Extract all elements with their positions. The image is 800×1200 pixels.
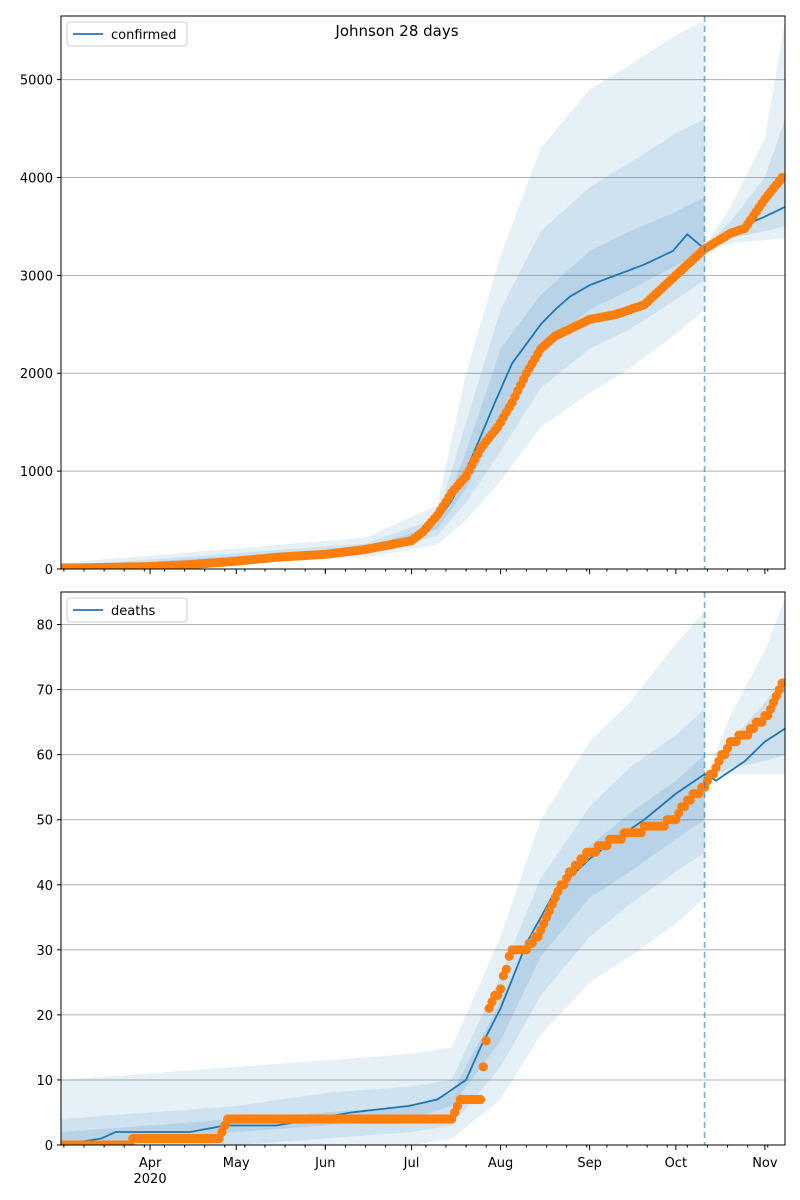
deaths-forecast-band-outer bbox=[704, 598, 785, 781]
deaths-plot-frame bbox=[60, 591, 786, 1146]
xtick-label-jul: Jul bbox=[403, 1156, 420, 1171]
confirmed-ytick-label: 3000 bbox=[20, 269, 53, 284]
deaths-legend: deaths bbox=[66, 597, 188, 623]
xtick-label-may: May bbox=[223, 1156, 250, 1171]
xtick-label-jun: Jun bbox=[314, 1156, 335, 1171]
xtick-year-label: 2020 bbox=[134, 1172, 167, 1187]
confirmed-band-inner bbox=[61, 197, 705, 569]
xtick-label-aug: Aug bbox=[488, 1156, 513, 1171]
confirmed-panel: 0 1000 2000 3000 4000 5000 confirmed bbox=[20, 15, 786, 578]
deaths-ytick-label: 10 bbox=[36, 1074, 53, 1089]
deaths-observed-point bbox=[777, 678, 785, 688]
confirmed-legend-box bbox=[66, 21, 188, 47]
confirmed-ytick-label: 4000 bbox=[20, 171, 53, 186]
deaths-ytick-label: 0 bbox=[45, 1139, 53, 1154]
deaths-observed-point bbox=[475, 1094, 486, 1105]
deaths-observed-point bbox=[478, 1062, 488, 1072]
xtick-label-sep: Sep bbox=[577, 1156, 602, 1171]
confirmed-plot-area bbox=[61, 20, 785, 569]
confirmed-legend: confirmed bbox=[66, 21, 188, 47]
deaths-ytick-label: 60 bbox=[36, 749, 53, 764]
deaths-plot-area bbox=[61, 598, 785, 1145]
deaths-ytick-label: 40 bbox=[36, 879, 53, 894]
deaths-panel: 0 10 20 30 40 50 60 70 80 Apr May Jun Jul Aug Sep Oct No… bbox=[36, 591, 786, 1187]
deaths-ytick-label: 80 bbox=[36, 619, 53, 634]
deaths-ytick-label: 50 bbox=[36, 814, 53, 829]
confirmed-ytick-label: 2000 bbox=[20, 367, 53, 382]
confirmed-ytick-label: 5000 bbox=[20, 74, 53, 89]
xtick-label-oct: Oct bbox=[665, 1156, 687, 1171]
confirmed-legend-label: confirmed bbox=[111, 28, 177, 43]
xtick-label-nov: Nov bbox=[752, 1156, 778, 1171]
deaths-ytick-label: 20 bbox=[36, 1009, 53, 1024]
confirmed-forecast-band-outer bbox=[704, 20, 785, 249]
deaths-band-mid bbox=[61, 709, 705, 1145]
deaths-ytick-label: 30 bbox=[36, 944, 53, 959]
deaths-observed-point bbox=[496, 984, 506, 994]
deaths-observed-point bbox=[501, 964, 511, 974]
confirmed-band-outer bbox=[61, 20, 705, 569]
deaths-legend-box bbox=[66, 597, 188, 623]
chart-title: Johnson 28 days bbox=[334, 22, 458, 40]
deaths-observed-point bbox=[481, 1036, 491, 1046]
deaths-model-line bbox=[61, 727, 785, 1145]
deaths-legend-label: deaths bbox=[111, 604, 156, 619]
deaths-ytick-label: 70 bbox=[36, 684, 53, 699]
confirmed-plot-frame bbox=[60, 15, 786, 570]
confirmed-ytick-label: 1000 bbox=[20, 465, 53, 480]
deaths-band-outer bbox=[61, 611, 705, 1145]
confirmed-ytick-label: 0 bbox=[45, 563, 53, 578]
confirmed-observed-point bbox=[777, 172, 785, 183]
confirmed-band-mid bbox=[61, 118, 705, 569]
xtick-label-apr: Apr bbox=[139, 1156, 162, 1171]
